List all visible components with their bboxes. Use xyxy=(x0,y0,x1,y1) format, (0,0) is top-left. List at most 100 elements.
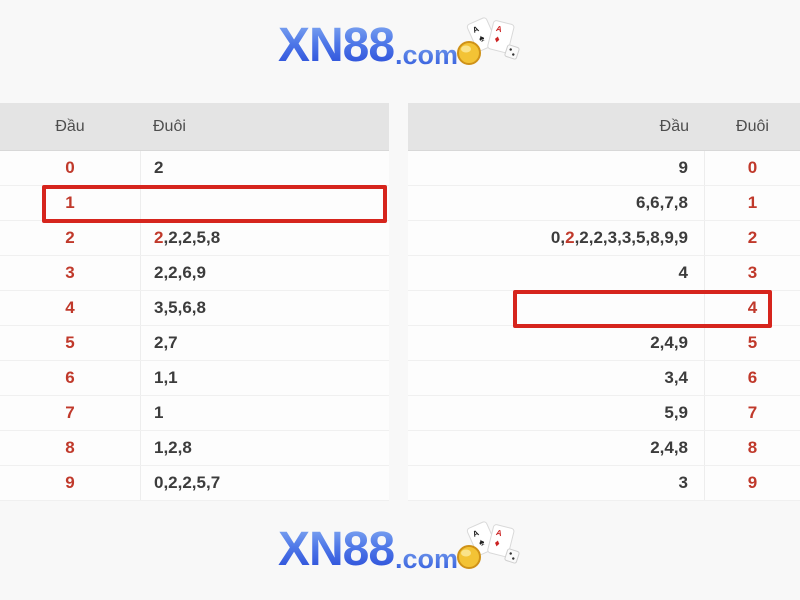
table-row: 2,4,8 8 xyxy=(408,431,800,466)
svg-text:A: A xyxy=(471,24,480,35)
row-values: 9 xyxy=(408,151,705,185)
dau-digit: 1 xyxy=(65,193,75,212)
value-text: 1,1 xyxy=(154,368,178,387)
svg-text:♦: ♦ xyxy=(493,34,501,46)
value-text: 4 xyxy=(678,263,688,282)
site-logo-link[interactable]: XN88 .com A ♠ A ♦ xyxy=(278,16,522,76)
logo-brand-text: XN88 xyxy=(278,520,395,580)
table-row: 6 1,1 xyxy=(0,361,389,396)
special-value-digit: 2 xyxy=(565,228,575,247)
duoi-digit: 9 xyxy=(747,473,758,492)
table-row: 4 3,5,6,8 xyxy=(0,291,389,326)
value-text: 3,4 xyxy=(664,368,688,387)
table-row: 8 1,2,8 xyxy=(0,431,389,466)
value-text: 6,6,7,8 xyxy=(636,193,688,212)
svg-text:♦: ♦ xyxy=(493,538,501,550)
dau-column-header: Đầu xyxy=(659,117,689,135)
duoi-column-header: Đuôi xyxy=(736,117,769,135)
logo-suffix-text: .com xyxy=(395,544,459,574)
row-values: 3 xyxy=(408,466,705,500)
row-values: 5,9 xyxy=(408,396,705,430)
value-text: 5,9 xyxy=(664,403,688,422)
dau-digit: 9 xyxy=(65,473,75,492)
table-row: 0, 2,2,2,3,3,5,8,9,9 2 xyxy=(408,221,800,256)
row-values: 2,2,2,5,8 xyxy=(140,221,389,255)
dau-digit: 7 xyxy=(65,403,75,422)
table-header: Đầu Đuôi xyxy=(408,103,800,151)
row-values: 1,1 xyxy=(140,361,389,395)
svg-text:A: A xyxy=(495,24,503,34)
duoi-column-header: Đuôi xyxy=(153,117,186,135)
duoi-digit: 8 xyxy=(747,438,758,457)
row-values: 2,7 xyxy=(140,326,389,360)
duoi-digit: 4 xyxy=(747,298,758,317)
value-text: 9 xyxy=(678,158,688,177)
duoi-digit: 5 xyxy=(747,333,758,352)
row-values: 1 xyxy=(140,396,389,430)
row-values: 0, 2,2,2,3,3,5,8,9,9 xyxy=(408,221,705,255)
special-value-digit: 2 xyxy=(154,228,164,247)
site-logo-top: XN88 .com A ♠ A ♦ xyxy=(0,16,800,76)
highlight-box-row-4 xyxy=(513,290,772,328)
dau-digit: 8 xyxy=(65,438,75,457)
svg-text:♠: ♠ xyxy=(477,536,487,548)
row-values xyxy=(408,291,705,325)
logo-suffix-text: .com xyxy=(395,40,459,70)
value-text: 2 xyxy=(154,158,164,177)
dau-digit: 4 xyxy=(65,298,75,317)
row-values: 0,2,2,5,7 xyxy=(140,466,389,500)
row-values: 3,4 xyxy=(408,361,705,395)
dau-digit: 3 xyxy=(65,263,75,282)
svg-text:A: A xyxy=(471,528,480,539)
table-row: 3,4 6 xyxy=(408,361,800,396)
table-body: 0 2 1 2 2,2,2,5,8 3 2,2,6,9 4 3,5,6,8 5 2,7 6 1,1 7 1 8… xyxy=(0,151,389,501)
row-values: 2,4,9 xyxy=(408,326,705,360)
row-values: 2,4,8 xyxy=(408,431,705,465)
table-row: 2,4,9 5 xyxy=(408,326,800,361)
row-values: 2 xyxy=(140,151,389,185)
logo-brand-text: XN88 xyxy=(278,16,395,76)
cards-coin-dice-icon: A ♠ A ♦ xyxy=(457,521,520,569)
duoi-digit: 2 xyxy=(747,228,758,247)
svg-text:♠: ♠ xyxy=(477,32,487,44)
duoi-digit: 6 xyxy=(747,368,758,387)
svg-text:A: A xyxy=(495,528,503,538)
row-values: 3,5,6,8 xyxy=(140,291,389,325)
value-text: ,2,2,3,3,5,8,9,9 xyxy=(574,228,688,247)
value-text: 0, xyxy=(550,228,566,247)
value-text: 0,2,2,5,7 xyxy=(154,473,221,492)
duoi-digit: 7 xyxy=(747,403,758,422)
dau-duoi-table-left: Đầu Đuôi 0 2 1 2 2,2,2,5,8 3 2,2,6,9 4 3,5,6,8 5 2… xyxy=(0,103,389,501)
dau-digit: 5 xyxy=(65,333,75,352)
dau-digit: 2 xyxy=(65,228,75,247)
row-values xyxy=(140,186,389,220)
row-values: 1,2,8 xyxy=(140,431,389,465)
duoi-digit: 1 xyxy=(747,193,758,212)
highlight-box-row-1 xyxy=(42,185,387,223)
table-row: 6,6,7,8 1 xyxy=(408,186,800,221)
table-body: 9 0 6,6,7,8 1 0, 2,2,2,3,3,5,8,9,9 2 4 3 4 2,4,9 5 3… xyxy=(408,151,800,501)
table-row: 3 2,2,6,9 xyxy=(0,256,389,291)
value-text: ,2,2,5,8 xyxy=(163,228,221,247)
cards-coin-dice-icon: A ♠ A ♦ xyxy=(457,17,520,65)
table-row: 5 2,7 xyxy=(0,326,389,361)
row-values: 6,6,7,8 xyxy=(408,186,705,220)
value-text: 1 xyxy=(154,403,164,422)
value-text: 2,7 xyxy=(154,333,178,352)
dau-digit: 0 xyxy=(65,158,75,177)
table-row: 5,9 7 xyxy=(408,396,800,431)
site-logo-link[interactable]: XN88 .com A ♠ A ♦ xyxy=(278,520,522,580)
value-text: 2,4,8 xyxy=(650,438,688,457)
site-logo-bottom: XN88 .com A ♠ A ♦ xyxy=(0,520,800,580)
value-text: 2,2,6,9 xyxy=(154,263,206,282)
row-values: 2,2,6,9 xyxy=(140,256,389,290)
dau-column-header: Đầu xyxy=(55,117,85,135)
duoi-digit: 0 xyxy=(747,158,758,177)
value-text: 1,2,8 xyxy=(154,438,192,457)
